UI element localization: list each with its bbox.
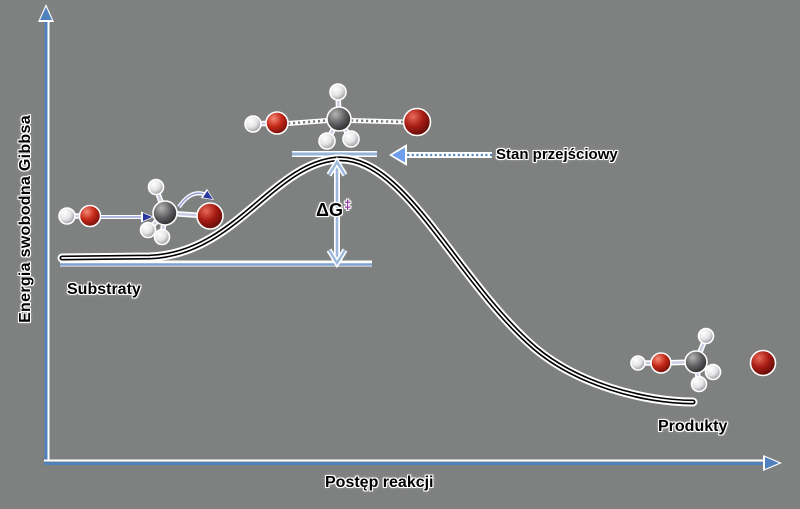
carbon-atom xyxy=(326,106,352,132)
y-axis xyxy=(38,4,54,463)
methanol-molecule xyxy=(630,327,722,393)
hydrogen-atom xyxy=(342,130,360,148)
x-axis xyxy=(44,455,782,471)
transition-state-molecule xyxy=(244,83,432,150)
substrates-label: Substraty xyxy=(67,281,141,298)
hydrogen-atom xyxy=(630,355,646,371)
bromine-atom xyxy=(402,107,432,137)
carbon-atom xyxy=(152,200,178,226)
hydrogen-atom xyxy=(690,375,708,393)
double-dagger-symbol: ‡ xyxy=(343,197,352,212)
substrate-level-line xyxy=(60,260,372,267)
leaving-group-arrow xyxy=(177,188,214,209)
oxygen-atom xyxy=(78,204,102,228)
transition-state-pointer-arrow xyxy=(389,144,492,166)
left-arrowhead-icon xyxy=(392,147,405,163)
hydrogen-atom xyxy=(244,115,262,133)
hydrogen-atom xyxy=(318,132,336,150)
bromine-atom xyxy=(196,202,224,230)
x-axis-label: Postęp reakcji xyxy=(325,474,434,491)
y-axis-label: Energia swobodna Gibbsa xyxy=(17,115,34,323)
hydrogen-atom xyxy=(147,178,165,196)
up-arrowhead-icon xyxy=(327,159,347,176)
leaving-arrowhead-icon xyxy=(202,190,213,200)
hydrogen-atom xyxy=(704,363,722,381)
hydroxide-molecule xyxy=(58,204,102,228)
attack-arrowhead-icon xyxy=(143,213,152,221)
hydrogen-atom xyxy=(153,228,171,246)
down-arrowhead-icon xyxy=(327,249,347,266)
hydrogen-atom xyxy=(329,83,347,101)
hydrogen-atom xyxy=(139,221,157,239)
partial-bond-C-Br xyxy=(350,118,406,125)
methyl-bromide-molecule xyxy=(139,178,224,246)
hydrogen-atom xyxy=(58,207,76,225)
nucleophile-attack-arrow xyxy=(101,211,154,223)
partial-bond-O-C xyxy=(287,118,329,126)
oxygen-atom xyxy=(650,352,672,374)
carbon-atom xyxy=(684,350,708,374)
hydrogen-atom xyxy=(697,327,715,345)
bromide-ion xyxy=(749,349,777,377)
activation-energy-arrow xyxy=(326,156,348,269)
activation-energy-label: ΔG‡ xyxy=(316,197,351,221)
delta-g-text: ΔG xyxy=(316,200,343,220)
products-label: Produkty xyxy=(658,418,728,435)
energy-curve xyxy=(57,154,698,407)
transition-state-label: Stan przejściowy xyxy=(496,146,618,163)
oxygen-atom xyxy=(265,111,289,135)
